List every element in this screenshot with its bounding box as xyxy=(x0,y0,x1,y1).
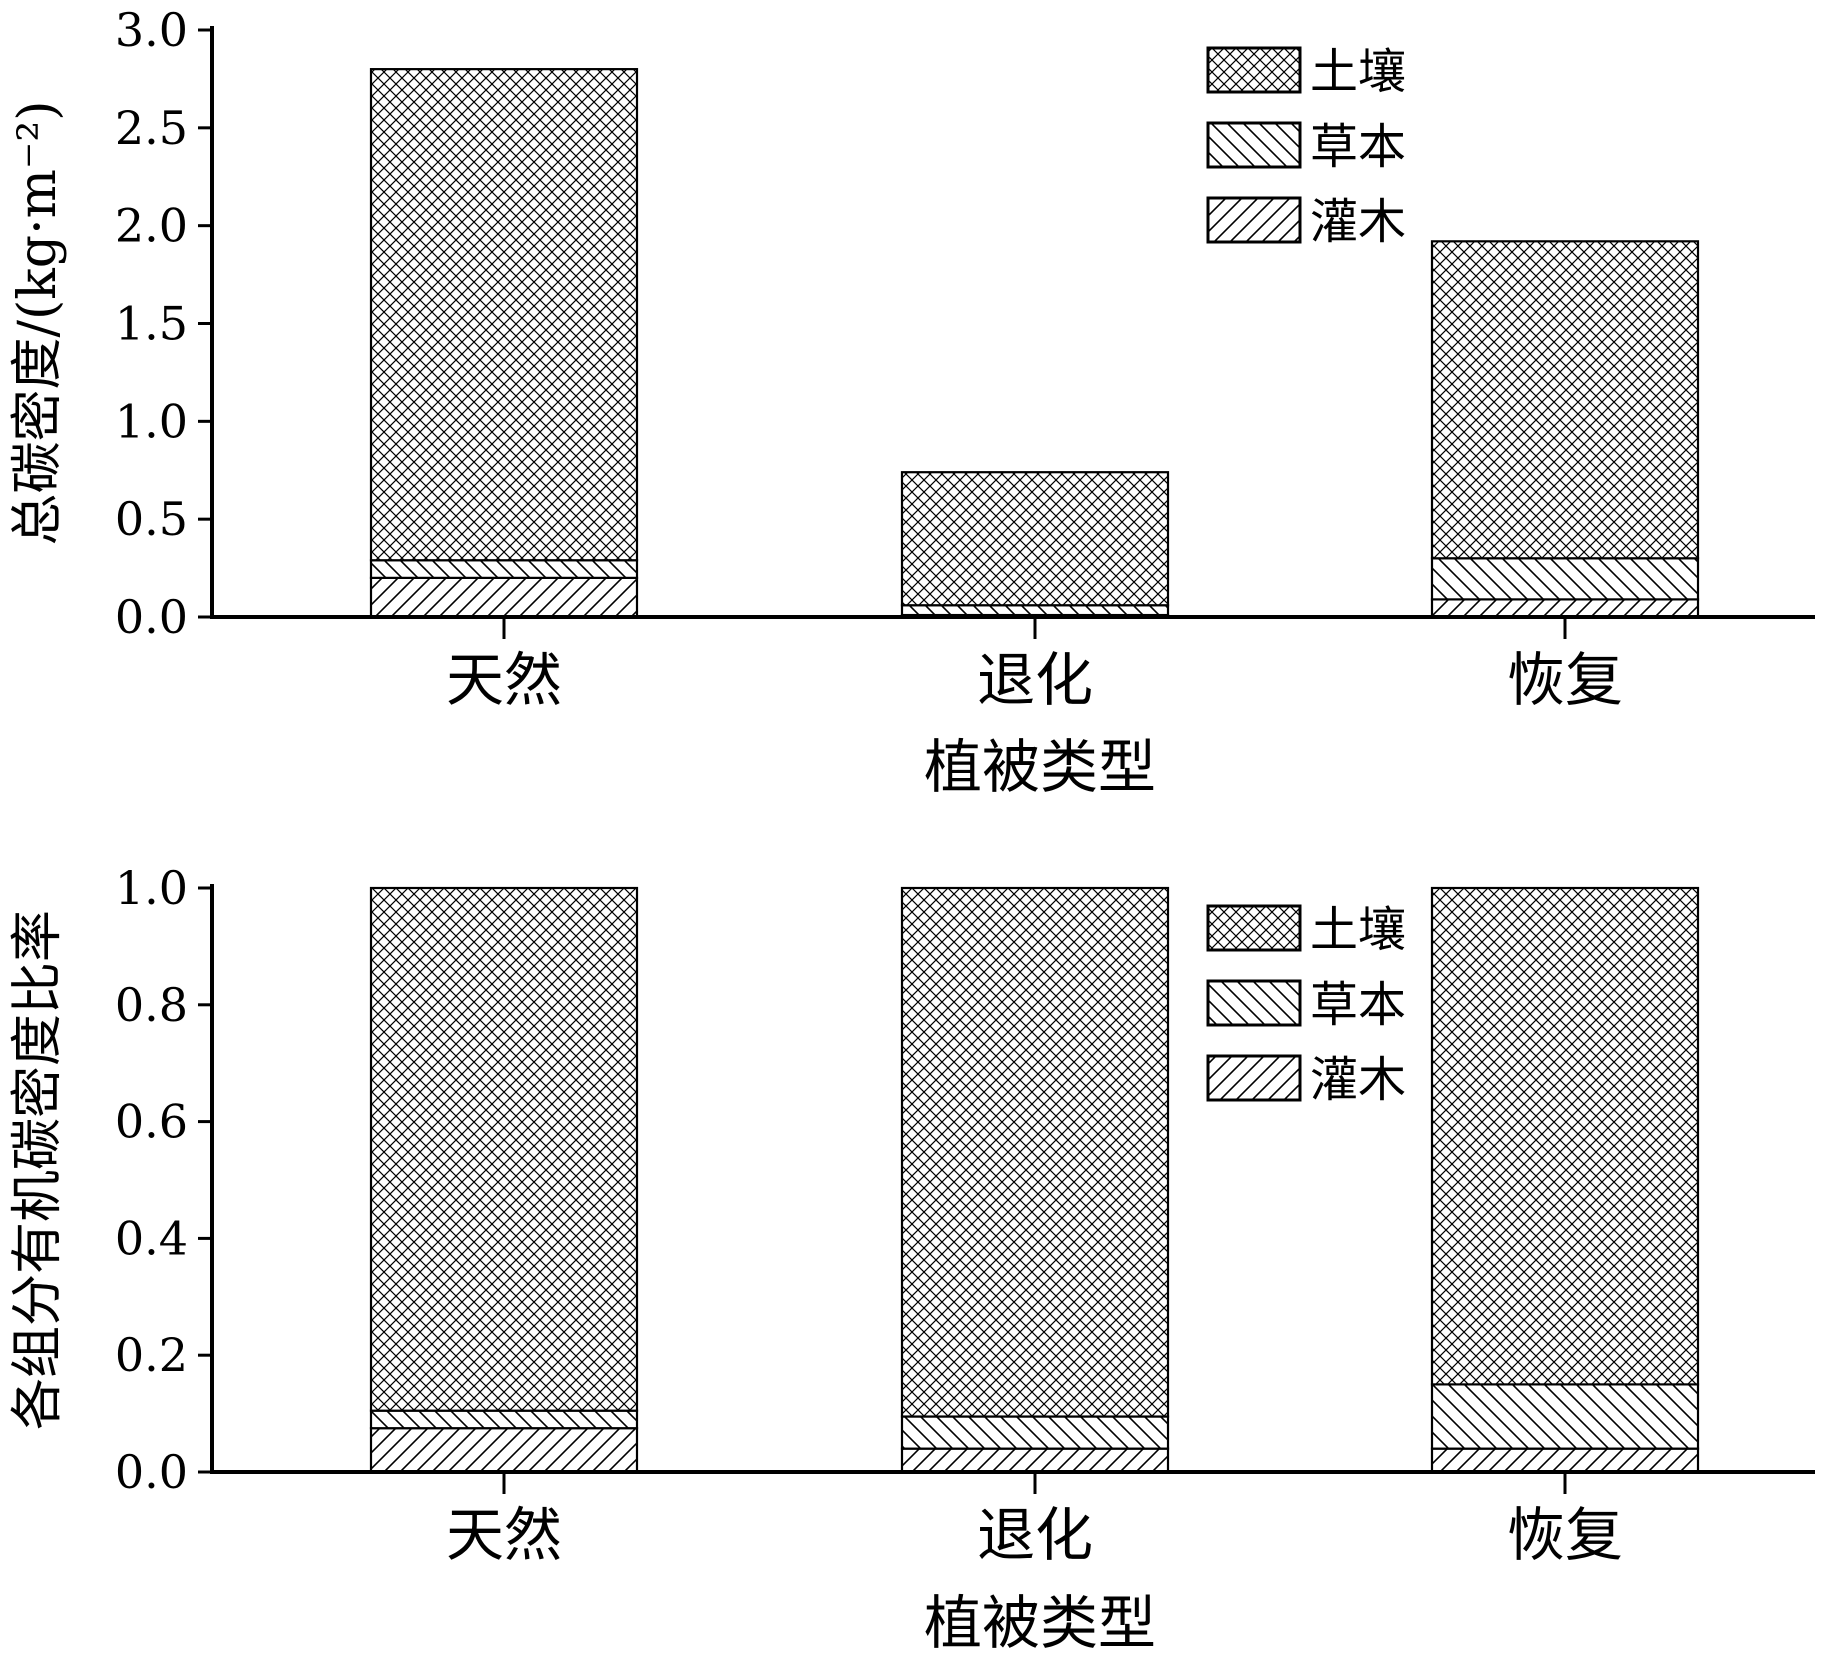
x-category-label: 恢复 xyxy=(1507,1501,1623,1569)
legend-label: 土壤 xyxy=(1310,902,1406,958)
x-category-label: 恢复 xyxy=(1507,646,1623,714)
x-category-label: 退化 xyxy=(977,646,1093,714)
y-tick-label: 1.0 xyxy=(115,861,188,915)
bar-diag-back-0 xyxy=(369,559,639,579)
legend-swatch xyxy=(1206,979,1302,1027)
bar-diag-forward-1 xyxy=(900,1447,1170,1474)
y-axis-title: 总碳密度/(kg·m⁻²) xyxy=(8,100,68,545)
y-tick-label: 0.2 xyxy=(115,1328,188,1382)
bar-diag-back-1 xyxy=(900,604,1170,617)
x-category-label: 退化 xyxy=(977,1501,1093,1569)
bar-diag-back-0 xyxy=(369,1409,639,1430)
legend-swatch xyxy=(1206,904,1302,952)
bar-diag-back-1 xyxy=(900,1415,1170,1450)
bar-crosshatch-2 xyxy=(1430,240,1700,560)
legend-label: 灌木 xyxy=(1310,194,1406,250)
y-tick-label: 1.0 xyxy=(115,394,188,448)
bar-crosshatch-1 xyxy=(900,471,1170,607)
x-axis-title: 植被类型 xyxy=(924,1589,1156,1657)
legend-swatch xyxy=(1206,121,1302,169)
bar-crosshatch-0 xyxy=(369,68,639,562)
x-category-label: 天然 xyxy=(446,1501,562,1569)
legend-label: 草本 xyxy=(1310,119,1406,175)
y-tick-label: 0.0 xyxy=(115,590,188,644)
bar-crosshatch-1 xyxy=(900,886,1170,1418)
legend-label: 灌木 xyxy=(1310,1052,1406,1108)
legend-swatch xyxy=(1206,1054,1302,1102)
bar-crosshatch-0 xyxy=(369,886,639,1412)
y-tick-label: 2.5 xyxy=(115,101,188,155)
bar-diag-forward-0 xyxy=(369,576,639,619)
bar-diag-forward-2 xyxy=(1430,598,1700,619)
legend-swatch xyxy=(1206,196,1302,244)
bar-crosshatch-2 xyxy=(1430,886,1700,1386)
y-tick-label: 0.6 xyxy=(115,1095,188,1149)
y-tick-label: 0.4 xyxy=(115,1211,188,1265)
y-tick-label: 2.0 xyxy=(115,199,188,253)
x-category-label: 天然 xyxy=(446,646,562,714)
y-tick-label: 1.5 xyxy=(115,297,188,351)
bar-diag-forward-2 xyxy=(1430,1447,1700,1474)
y-tick-label: 0.8 xyxy=(115,978,188,1032)
legend-label: 草本 xyxy=(1310,977,1406,1033)
bar-diag-back-2 xyxy=(1430,557,1700,601)
y-tick-label: 3.0 xyxy=(115,3,188,57)
y-tick-label: 0.0 xyxy=(115,1445,188,1499)
bar-diag-forward-0 xyxy=(369,1427,639,1474)
legend-label: 土壤 xyxy=(1310,44,1406,100)
bar-diag-back-2 xyxy=(1430,1383,1700,1450)
legend-swatch xyxy=(1206,46,1302,94)
x-axis-title: 植被类型 xyxy=(924,733,1156,801)
y-axis-title: 各组分有机碳密度比率 xyxy=(8,910,68,1430)
y-tick-label: 0.5 xyxy=(115,492,188,546)
